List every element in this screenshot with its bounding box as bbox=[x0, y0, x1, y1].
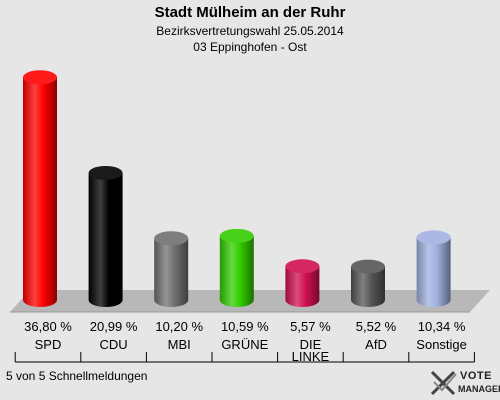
value-label: 10,34 % bbox=[418, 319, 466, 334]
bar-body bbox=[154, 238, 189, 307]
bar-top bbox=[219, 228, 254, 243]
value-label: 20,99 % bbox=[90, 319, 138, 334]
value-label: 5,57 % bbox=[290, 319, 331, 334]
bar-spd bbox=[23, 70, 57, 308]
bar-body bbox=[416, 237, 451, 307]
category-label: MBI bbox=[168, 337, 191, 352]
district-label: 03 Eppinghofen - Ost bbox=[193, 40, 307, 54]
bar-body bbox=[23, 77, 57, 308]
category-label: DIE bbox=[300, 337, 322, 352]
category-label: Sonstige bbox=[416, 337, 467, 352]
bar-top bbox=[23, 70, 57, 85]
bar-body bbox=[219, 235, 254, 307]
category-label: GRÜNE bbox=[221, 337, 268, 352]
bar-top bbox=[285, 259, 320, 274]
value-label: 10,20 % bbox=[155, 319, 203, 334]
category-label: AfD bbox=[365, 337, 387, 352]
bar-top bbox=[351, 259, 385, 274]
bar-die-linke bbox=[285, 259, 320, 307]
chart-subtitle: Bezirksvertretungswahl 25.05.2014 bbox=[156, 24, 344, 38]
bar-top bbox=[154, 231, 189, 246]
bar-cdu bbox=[88, 165, 123, 307]
value-label: 5,52 % bbox=[356, 319, 397, 334]
category-label: LINKE bbox=[292, 349, 330, 364]
category-label: CDU bbox=[100, 337, 128, 352]
bar-body bbox=[351, 266, 385, 307]
vote-manager-logo bbox=[430, 370, 457, 396]
bar-mbi bbox=[154, 231, 189, 307]
bar-top bbox=[88, 165, 123, 180]
chart-title: Stadt Mülheim an der Ruhr bbox=[154, 4, 346, 21]
bar-body bbox=[285, 266, 320, 307]
bar-grüne bbox=[219, 228, 254, 307]
category-label: SPD bbox=[35, 337, 62, 352]
bar-sonstige bbox=[416, 230, 451, 307]
bar-afd bbox=[351, 259, 385, 307]
bar-top bbox=[416, 230, 451, 245]
value-label: 10,59 % bbox=[221, 319, 269, 334]
reports-status: 5 von 5 Schnellmeldungen bbox=[6, 369, 148, 383]
logo-text-manager: MANAGER bbox=[458, 384, 500, 394]
value-label: 36,80 % bbox=[24, 319, 72, 334]
logo-text-vote: VOTE bbox=[460, 370, 492, 382]
bar-body bbox=[88, 172, 123, 307]
